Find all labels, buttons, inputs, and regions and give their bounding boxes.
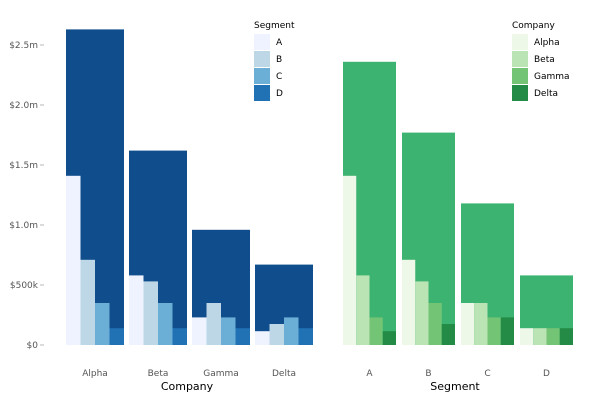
y-tick-label: $1.0m bbox=[9, 221, 38, 231]
x-tick-label: A bbox=[366, 369, 373, 379]
legend-title: Company bbox=[512, 21, 555, 31]
bar-gamma-d bbox=[235, 328, 250, 345]
legend-swatch-beta bbox=[512, 51, 528, 67]
y-tick-label: $1.5m bbox=[9, 161, 38, 171]
legend-label: Beta bbox=[534, 55, 555, 65]
y-tick-label: $2.0m bbox=[9, 101, 38, 111]
bar-gamma-c bbox=[221, 317, 236, 345]
legend-swatch-delta bbox=[512, 85, 528, 101]
legend-label: A bbox=[276, 38, 283, 48]
bar-beta-d bbox=[172, 328, 187, 345]
bar-c-beta bbox=[474, 303, 488, 345]
legend-swatch-a bbox=[254, 34, 270, 50]
x-axis-title: Segment bbox=[430, 380, 480, 393]
bar-b-beta bbox=[415, 281, 429, 345]
x-tick-label: B bbox=[425, 369, 431, 379]
x-tick-label: Delta bbox=[272, 369, 296, 379]
legend-label: B bbox=[276, 55, 282, 65]
bar-alpha-c bbox=[95, 303, 110, 345]
bar-delta-d bbox=[298, 328, 313, 345]
bar-a-beta bbox=[356, 275, 370, 345]
y-tick-label: $2.5m bbox=[9, 41, 38, 51]
legend-label: Gamma bbox=[534, 72, 570, 82]
x-tick-label: D bbox=[543, 369, 550, 379]
bar-beta-b bbox=[143, 281, 158, 345]
bar-d-gamma bbox=[546, 328, 560, 345]
legend-swatch-gamma bbox=[512, 68, 528, 84]
legend-title: Segment bbox=[254, 21, 295, 31]
bar-delta-b bbox=[269, 324, 284, 345]
legend-swatch-d bbox=[254, 85, 270, 101]
bar-delta-c bbox=[284, 317, 299, 345]
legend-swatch-c bbox=[254, 68, 270, 84]
y-tick-label: $0 bbox=[27, 341, 39, 351]
bar-b-gamma bbox=[428, 303, 442, 345]
legend-swatch-b bbox=[254, 51, 270, 67]
x-tick-label: C bbox=[484, 369, 490, 379]
bar-a-gamma bbox=[369, 317, 383, 345]
bar-beta-c bbox=[158, 303, 173, 345]
bar-b-alpha bbox=[402, 259, 416, 345]
bar-c-alpha bbox=[461, 303, 475, 345]
bar-alpha-a bbox=[66, 175, 81, 345]
bar-a-alpha bbox=[343, 175, 357, 345]
bar-b-delta bbox=[441, 324, 455, 345]
bar-gamma-a bbox=[192, 317, 207, 345]
legend-label: D bbox=[276, 89, 283, 99]
legend-label: Alpha bbox=[534, 38, 560, 48]
legend-label: C bbox=[276, 72, 282, 82]
x-tick-label: Gamma bbox=[203, 369, 239, 379]
x-axis-title: Company bbox=[161, 380, 214, 393]
bar-delta-a bbox=[255, 331, 270, 345]
x-tick-label: Alpha bbox=[82, 369, 108, 379]
bar-d-alpha bbox=[520, 328, 534, 345]
legend-swatch-alpha bbox=[512, 34, 528, 50]
bar-beta-a bbox=[129, 275, 144, 345]
bar-c-delta bbox=[500, 317, 514, 345]
y-tick-label: $500k bbox=[10, 281, 39, 291]
bar-a-delta bbox=[382, 331, 396, 345]
bar-c-gamma bbox=[487, 317, 501, 345]
bar-alpha-b bbox=[80, 259, 95, 345]
x-tick-label: Beta bbox=[148, 369, 169, 379]
bar-d-delta bbox=[559, 328, 573, 345]
bar-alpha-d bbox=[109, 328, 124, 345]
legend-label: Delta bbox=[534, 89, 558, 99]
bar-d-beta bbox=[533, 328, 547, 345]
bar-gamma-b bbox=[206, 303, 221, 345]
